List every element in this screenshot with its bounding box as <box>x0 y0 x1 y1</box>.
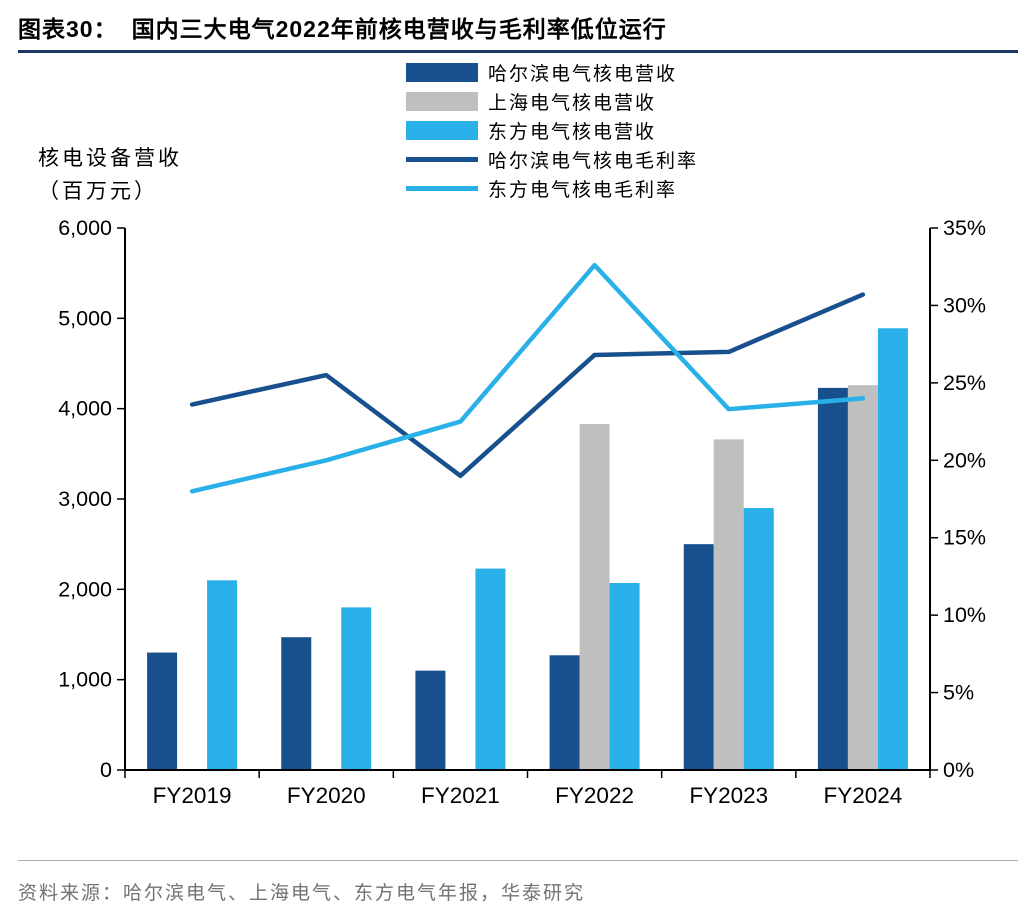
right-axis-tick-label: 30% <box>943 293 986 317</box>
line-dongfang-margin <box>189 262 866 494</box>
legend-label: 哈尔滨电气核电营收 <box>488 64 678 85</box>
bar-shanghai-revenue <box>713 439 744 770</box>
line-harbin-margin <box>189 292 866 479</box>
bar-harbin-revenue <box>415 670 446 770</box>
left-axis-tick-label: 3,000 <box>58 487 112 511</box>
bar-dongfang-revenue <box>341 607 372 770</box>
left-axis-tick-label: 2,000 <box>58 577 112 601</box>
bar-dongfang-revenue <box>743 508 774 770</box>
left-axis-tick-label: 5,000 <box>58 306 112 330</box>
right-axis-tick-label: 0% <box>943 758 974 782</box>
x-axis-label: FY2022 <box>555 783 634 808</box>
figure-caption: 国内三大电气2022年前核电营收与毛利率低位运行 <box>131 16 667 42</box>
left-axis-title-line1: 核电设备营收 <box>38 147 182 170</box>
chart-legend: 哈尔滨电气核电营收 上海电气核电营收 东方电气核电营收哈尔滨电气核电毛利率 东方电气核… <box>406 63 698 208</box>
bar-harbin-revenue <box>817 387 848 770</box>
x-axis-label: FY2021 <box>421 783 500 808</box>
legend-bar-swatch <box>406 121 478 140</box>
bar-dongfang-revenue <box>475 568 506 770</box>
left-axis-tick-label: 1,000 <box>58 668 112 692</box>
bar-harbin-revenue <box>683 544 714 770</box>
left-axis-tick-label: 6,000 <box>58 216 112 240</box>
figure-title: 图表30： 国内三大电气2022年前核电营收与毛利率低位运行 <box>18 10 667 44</box>
footer-divider <box>18 860 1018 861</box>
right-axis-tick-label: 25% <box>943 371 986 395</box>
bar-dongfang-revenue <box>877 328 908 770</box>
legend-item-dongfang-revenue: 东方电气核电营收 <box>406 121 698 143</box>
legend-bar-swatch <box>406 63 478 82</box>
bar-dongfang-revenue <box>207 580 238 770</box>
bar-shanghai-revenue <box>847 385 878 770</box>
legend-label: 东方电气核电毛利率 <box>488 180 678 201</box>
right-axis-tick-label: 35% <box>943 216 986 240</box>
right-axis-tick-label: 5% <box>943 681 974 705</box>
x-axis-label: FY2024 <box>824 783 903 808</box>
left-axis-title: 核电设备营收 （百万元） <box>38 142 182 208</box>
left-axis-title-line2: （百万元） <box>38 180 158 203</box>
bar-harbin-revenue <box>549 655 580 770</box>
left-axis-tick-label: 4,000 <box>58 397 112 421</box>
title-underline <box>18 50 1018 53</box>
legend-label: 东方电气核电营收 <box>488 122 657 143</box>
legend-label: 上海电气核电营收 <box>488 93 657 114</box>
right-axis-tick-label: 10% <box>943 603 986 627</box>
legend-item-dongfang-margin: 东方电气核电毛利率 <box>406 179 698 201</box>
left-axis-tick-label: 0 <box>100 758 112 782</box>
x-axis-label: FY2020 <box>287 783 366 808</box>
legend-item-shanghai-revenue: 上海电气核电营收 <box>406 92 698 114</box>
legend-line-swatch <box>406 157 478 162</box>
legend-item-harbin-margin: 哈尔滨电气核电毛利率 <box>406 150 698 172</box>
x-axis-label: FY2023 <box>689 783 768 808</box>
right-axis-tick-label: 20% <box>943 448 986 472</box>
legend-bar-swatch <box>406 92 478 111</box>
bar-shanghai-revenue <box>579 424 610 770</box>
x-axis-label: FY2019 <box>153 783 232 808</box>
bar-harbin-revenue <box>281 637 312 770</box>
right-axis-tick-label: 15% <box>943 526 986 550</box>
legend-line-swatch <box>406 186 478 191</box>
bar-harbin-revenue <box>147 652 178 770</box>
figure-number-label: 图表30： <box>18 16 118 42</box>
legend-label: 哈尔滨电气核电毛利率 <box>488 151 699 172</box>
bar-dongfang-revenue <box>609 583 640 770</box>
legend-item-harbin-revenue: 哈尔滨电气核电营收 <box>406 63 698 85</box>
source-note: 资料来源：哈尔滨电气、上海电气、东方电气年报，华泰研究 <box>18 883 586 904</box>
